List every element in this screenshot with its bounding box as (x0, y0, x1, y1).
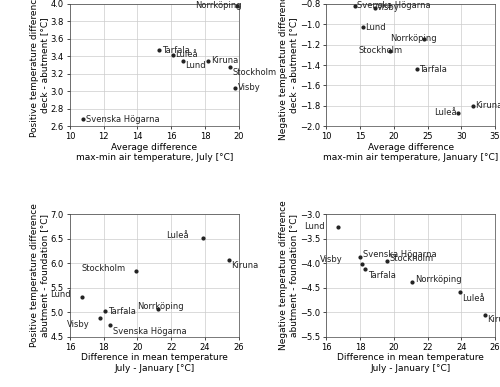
Text: Svenska Högarna: Svenska Högarna (356, 2, 430, 10)
Text: Kiruna: Kiruna (231, 261, 258, 270)
Text: Stockholm: Stockholm (358, 46, 402, 55)
Text: Svenska Högarna: Svenska Högarna (113, 327, 186, 336)
X-axis label: Difference in mean temperature
July - January [°C]: Difference in mean temperature July - Ja… (337, 353, 484, 373)
Y-axis label: Negative temperature difference
deck - abutment [°C]: Negative temperature difference deck - a… (279, 0, 298, 140)
Text: Kiruna: Kiruna (476, 101, 500, 110)
Text: Kiruna: Kiruna (488, 315, 500, 324)
Text: Visby: Visby (320, 255, 342, 264)
Text: Visby: Visby (66, 320, 90, 329)
Text: Visby: Visby (238, 83, 260, 92)
X-axis label: Average difference
max-min air temperature, July [°C]: Average difference max-min air temperatu… (76, 143, 233, 162)
Text: Lund: Lund (366, 23, 386, 32)
Text: Norrköping: Norrköping (138, 302, 184, 311)
Text: Lund: Lund (50, 290, 70, 299)
Text: Stockholm: Stockholm (232, 68, 277, 77)
Text: Lund: Lund (186, 60, 206, 70)
Text: Tarfala: Tarfala (420, 65, 448, 74)
Y-axis label: Positive temperature difference
abutment - foundation [°C]: Positive temperature difference abutment… (30, 204, 49, 348)
X-axis label: Average difference
max-min air temperature, January [°C]: Average difference max-min air temperatu… (323, 143, 498, 162)
Y-axis label: Positive temperature difference
deck - abutment [°C]: Positive temperature difference deck - a… (30, 0, 49, 137)
Text: Stockholm: Stockholm (390, 254, 434, 264)
X-axis label: Difference in mean temperature
July - January [°C]: Difference in mean temperature July - Ja… (81, 353, 228, 373)
Text: Luleå: Luleå (176, 50, 198, 59)
Text: Luleå: Luleå (434, 108, 457, 118)
Text: Norrköping: Norrköping (390, 34, 437, 43)
Text: Luleå: Luleå (166, 231, 189, 240)
Text: Svenska Högarna: Svenska Högarna (362, 250, 436, 259)
Text: Visby: Visby (377, 3, 400, 12)
Text: Tarfala: Tarfala (108, 307, 136, 316)
Text: Tarfala: Tarfala (162, 46, 190, 55)
Text: Luleå: Luleå (462, 293, 484, 303)
Text: Norrköping: Norrköping (195, 1, 242, 10)
Text: Lund: Lund (304, 222, 325, 231)
Text: Svenska Högarna: Svenska Högarna (86, 115, 160, 124)
Y-axis label: Negative temperature difference
abutment - foundation [°C]: Negative temperature difference abutment… (279, 200, 298, 350)
Text: Stockholm: Stockholm (82, 264, 126, 273)
Text: Norrköping: Norrköping (415, 275, 462, 284)
Text: Tarfala: Tarfala (368, 271, 396, 280)
Text: Kiruna: Kiruna (211, 56, 238, 65)
